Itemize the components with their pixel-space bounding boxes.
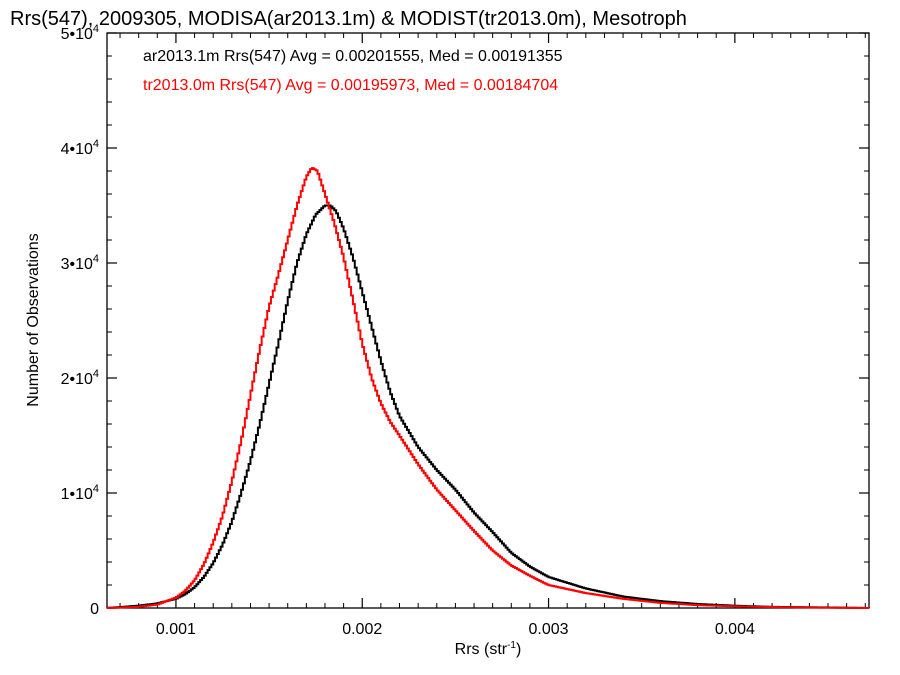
x-axis: 0.001 0.002 0.003 0.004: [119, 33, 866, 638]
annotation-line-0: ar2013.1m Rrs(547) Avg = 0.00201555, Med…: [143, 48, 563, 65]
annotation-line-1: tr2013.0m Rrs(547) Avg = 0.00195973, Med…: [143, 77, 558, 94]
y-tick-mantissa: 5•10: [61, 26, 93, 43]
y-tick-exponent: 4: [93, 23, 99, 35]
y-tick-mantissa: 3•10: [61, 256, 93, 273]
x-tick-label: 0.003: [529, 621, 569, 638]
x-axis-label-sup: -1: [507, 640, 516, 651]
plot-frame: [106, 32, 870, 609]
y-tick-label: 3•104: [61, 253, 99, 273]
y-tick-exponent: 4: [93, 138, 99, 150]
y-axis-label: Number of Observations: [25, 233, 42, 406]
x-tick-label: 0.001: [156, 621, 196, 638]
y-tick-mantissa: 4•10: [61, 141, 93, 158]
histogram-series-1: [107, 167, 870, 609]
annotation-layer: ar2013.1m Rrs(547) Avg = 0.00201555, Med…: [143, 48, 563, 94]
y-tick-label: 2•104: [61, 368, 99, 388]
y-tick-exponent: 4: [93, 253, 99, 265]
x-axis-label: Rrs (str-1): [455, 640, 522, 658]
y-tick-exponent: 4: [93, 483, 99, 495]
y-tick-label: 4•104: [61, 138, 99, 158]
y-tick-mantissa: 2•10: [61, 371, 93, 388]
x-axis-label-main: Rrs (str: [455, 641, 508, 658]
y-tick-mantissa: 1•10: [61, 486, 93, 503]
y-tick-label: 1•104: [61, 483, 99, 503]
y-tick-label: 0: [90, 601, 99, 618]
x-axis-label-end: ): [516, 641, 521, 658]
x-tick-label: 0.004: [715, 621, 755, 638]
chart-title: Rrs(547), 2009305, MODISA(ar2013.1m) & M…: [10, 8, 687, 30]
y-tick-mantissa: 0: [90, 601, 99, 618]
series-layer: [107, 167, 870, 609]
y-tick-exponent: 4: [93, 368, 99, 380]
x-tick-label: 0.002: [342, 621, 382, 638]
y-tick-label: 5•104: [61, 23, 99, 43]
